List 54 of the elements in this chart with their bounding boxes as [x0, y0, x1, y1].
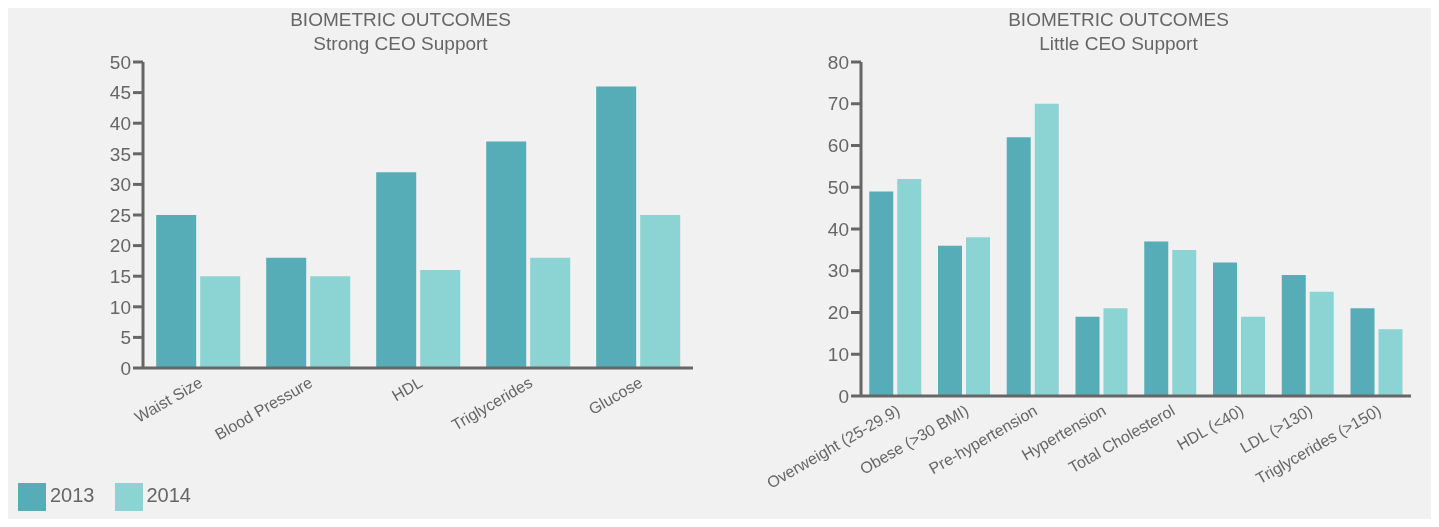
legend-label: 2013 [50, 484, 95, 507]
y-tick-label: 80 [827, 51, 849, 73]
bar [266, 257, 307, 368]
chart-subtitle: Strong CEO Support [313, 33, 488, 54]
y-tick-label: 60 [827, 135, 849, 157]
bar [869, 191, 894, 396]
bar [200, 276, 241, 368]
y-tick-label: 30 [109, 174, 131, 196]
y-tick-label: 30 [827, 260, 849, 282]
chart-title: BIOMETRIC OUTCOMES [289, 8, 512, 32]
bar [420, 270, 461, 368]
y-tick-label: 5 [120, 327, 131, 349]
chart-title: BIOMETRIC OUTCOMES [1007, 8, 1230, 32]
bar [1075, 316, 1100, 396]
bar [1006, 137, 1031, 396]
y-tick-label: 40 [109, 112, 131, 134]
bar [897, 178, 922, 396]
bar [1309, 291, 1334, 396]
bar [596, 86, 637, 368]
y-tick-label: 0 [120, 357, 131, 379]
y-tick-label: 10 [827, 343, 849, 365]
bar [1213, 262, 1237, 396]
bar [486, 141, 527, 368]
bar [938, 245, 962, 396]
x-tick-label: HDL [388, 373, 426, 405]
bar [1378, 329, 1403, 396]
bar [1103, 308, 1128, 396]
bar [1281, 274, 1306, 396]
y-tick-label: 45 [109, 82, 131, 104]
bar [1350, 308, 1375, 396]
bar [156, 215, 197, 368]
y-tick-label: 20 [827, 302, 849, 324]
y-tick-label: 50 [109, 51, 131, 73]
bar [966, 237, 990, 396]
y-tick-label: 10 [109, 296, 131, 318]
legend-label: 2014 [146, 484, 191, 507]
bar [310, 276, 351, 368]
y-tick-label: 25 [109, 204, 131, 226]
bar [640, 215, 681, 368]
bar [1034, 103, 1059, 396]
bar [1172, 249, 1197, 396]
bar [376, 172, 417, 368]
bar [1144, 241, 1169, 396]
chart-subtitle: Little CEO Support [1039, 33, 1198, 54]
y-tick-label: 50 [827, 176, 849, 198]
y-tick-label: 15 [109, 265, 131, 287]
y-tick-label: 40 [827, 218, 849, 240]
bar [1241, 316, 1265, 396]
bar [530, 257, 571, 368]
y-tick-label: 20 [109, 235, 131, 257]
y-tick-label: 70 [827, 93, 849, 115]
y-tick-label: 35 [109, 143, 131, 165]
x-tick-label: Waist Size [131, 373, 206, 426]
y-tick-label: 0 [838, 385, 849, 407]
